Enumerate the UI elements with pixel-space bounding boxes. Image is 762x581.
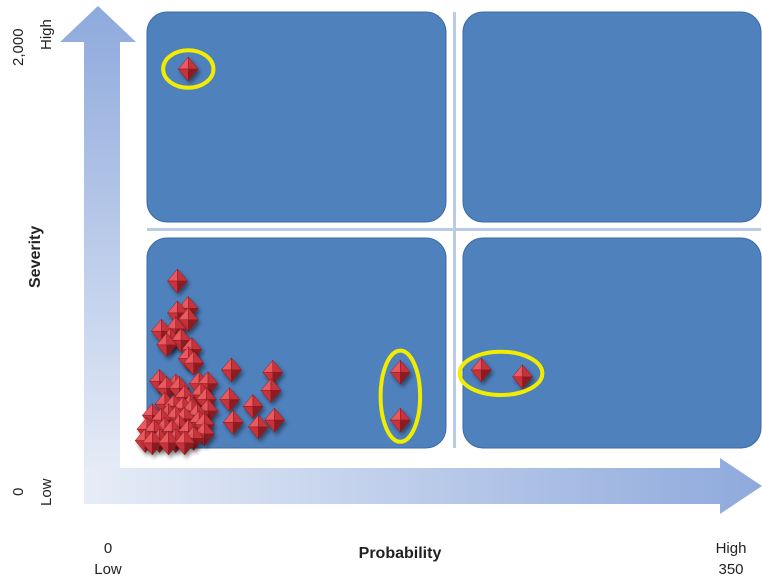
x-min-value-label: 0 — [88, 540, 128, 557]
y-min-value-label: 0 — [10, 488, 27, 496]
quadrant-low-probability-high-severity — [147, 12, 446, 222]
quadrant-high-probability-low-severity — [463, 238, 761, 448]
y-max-word-label: High — [38, 19, 55, 50]
x-max-value-label: 350 — [706, 561, 756, 578]
x-axis-title: Probability — [340, 545, 460, 562]
y-axis-arrow — [60, 6, 136, 480]
quadrant-high-probability-high-severity — [463, 12, 761, 222]
quadrant-divider-horizontal — [147, 228, 761, 231]
y-max-value-label: 2,000 — [10, 28, 27, 66]
x-min-word-label: Low — [88, 561, 128, 578]
y-axis-title: Severity — [27, 226, 44, 288]
x-axis-arrow — [84, 458, 762, 514]
y-min-word-label: Low — [38, 478, 55, 506]
x-max-word-label: High — [706, 540, 756, 557]
